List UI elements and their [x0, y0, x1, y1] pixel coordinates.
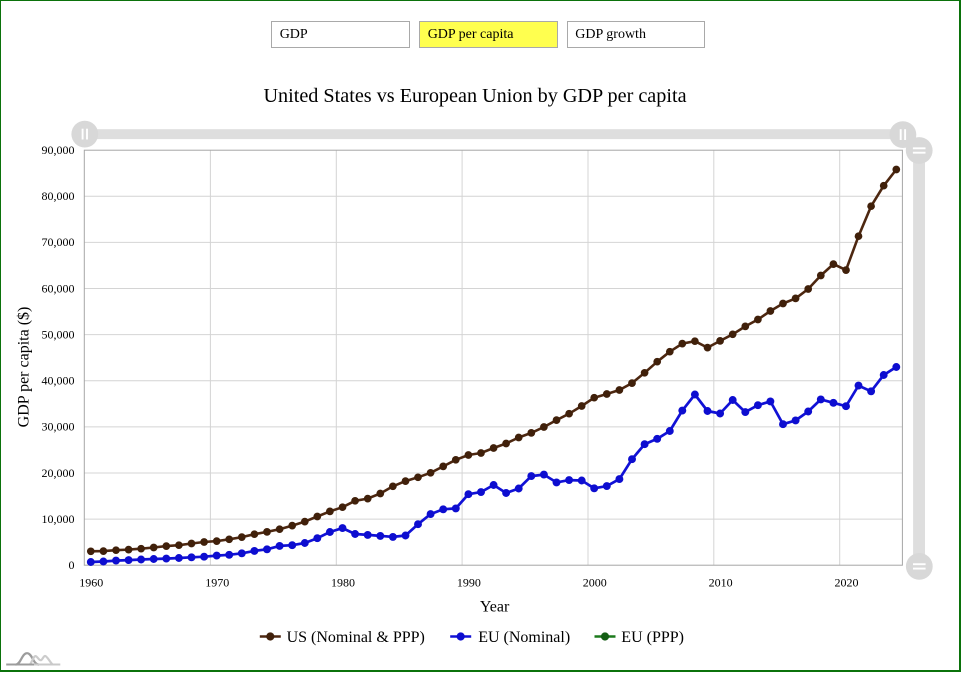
svg-text:2010: 2010 [709, 575, 733, 589]
svg-text:40,000: 40,000 [42, 374, 75, 388]
svg-text:1990: 1990 [457, 575, 481, 589]
svg-text:90,000: 90,000 [42, 143, 75, 157]
svg-text:Year: Year [480, 599, 510, 616]
svg-text:10,000: 10,000 [42, 512, 75, 526]
svg-text:GDP per capita ($): GDP per capita ($) [16, 307, 33, 428]
svg-text:20,000: 20,000 [42, 466, 75, 480]
svg-text:0: 0 [69, 558, 75, 572]
svg-text:70,000: 70,000 [42, 235, 75, 249]
svg-text:2000: 2000 [583, 575, 607, 589]
svg-text:EU (PPP): EU (PPP) [621, 629, 684, 646]
svg-text:1960: 1960 [79, 575, 103, 589]
svg-text:1970: 1970 [205, 575, 229, 589]
svg-text:30,000: 30,000 [42, 420, 75, 434]
svg-text:80,000: 80,000 [42, 189, 75, 203]
svg-text:1980: 1980 [331, 575, 355, 589]
svg-text:EU (Nominal): EU (Nominal) [478, 629, 570, 646]
svg-text:60,000: 60,000 [42, 281, 75, 295]
svg-text:2020: 2020 [835, 575, 859, 589]
svg-text:50,000: 50,000 [42, 327, 75, 341]
svg-text:US (Nominal & PPP): US (Nominal & PPP) [287, 629, 425, 646]
